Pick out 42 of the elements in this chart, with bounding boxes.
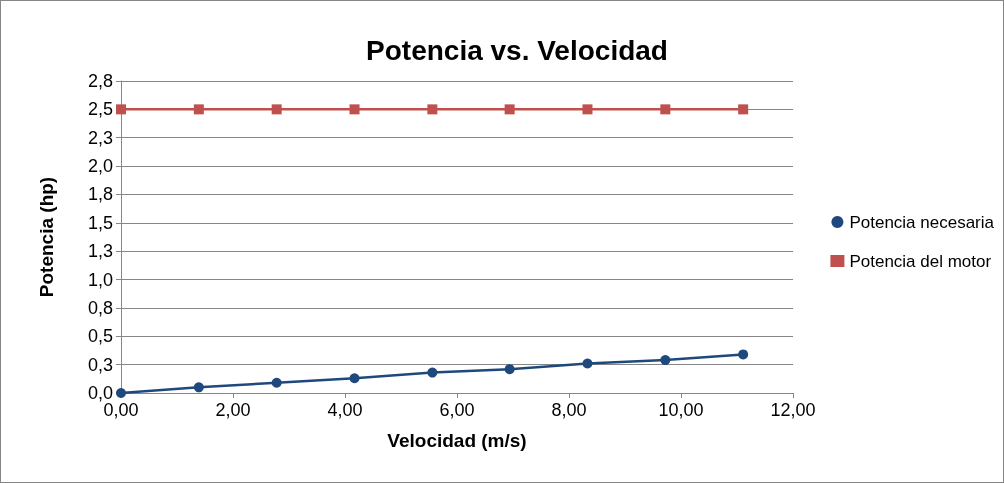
point [738, 104, 749, 115]
y-tick-label: 2,0 [87, 156, 113, 177]
point [193, 382, 204, 393]
point [427, 104, 438, 115]
point [504, 104, 515, 115]
y-tick-label: 0,5 [87, 326, 113, 347]
legend-label: Potencia necesaria [849, 212, 995, 232]
y-tick-label: 0,8 [87, 297, 113, 318]
y-tick-label: 1,3 [87, 241, 113, 262]
point [349, 373, 360, 384]
point [193, 104, 204, 115]
y-tick-label: 2,8 [87, 71, 113, 91]
point [427, 367, 438, 378]
x-tick-label: 12,00 [770, 400, 816, 420]
legend-label: Potencia del motor [849, 251, 992, 271]
y-tick-label: 1,0 [87, 269, 113, 290]
x-tick-label: 6,00 [439, 400, 475, 420]
point [116, 104, 126, 115]
y-tick-label: 0,3 [87, 354, 113, 375]
y-tick-label: 1,8 [87, 184, 113, 205]
point [271, 377, 282, 388]
point [582, 358, 593, 369]
y-tick-label: 2,3 [87, 127, 113, 148]
point [349, 104, 360, 115]
point [582, 104, 593, 115]
x-axis-title: Velocidad (m/s) [387, 430, 527, 451]
x-tick-label: 4,00 [327, 400, 363, 420]
y-tick-label: 0,0 [87, 383, 113, 403]
x-tick-label: 8,00 [551, 400, 587, 420]
y-axis-title: Potencia (hp) [36, 176, 57, 298]
chart-title: Potencia vs. Velocidad [366, 34, 668, 66]
x-tick-label: 10,00 [658, 400, 704, 420]
point [271, 104, 282, 115]
x-tick-label: 2,00 [215, 400, 251, 420]
y-tick-label: 1,5 [87, 212, 113, 233]
point [738, 349, 749, 360]
point [504, 364, 515, 375]
point [660, 104, 671, 115]
point [660, 355, 671, 366]
point [116, 388, 126, 398]
y-tick-label: 2,5 [87, 99, 113, 120]
x-tick-label: 0,00 [103, 400, 139, 420]
